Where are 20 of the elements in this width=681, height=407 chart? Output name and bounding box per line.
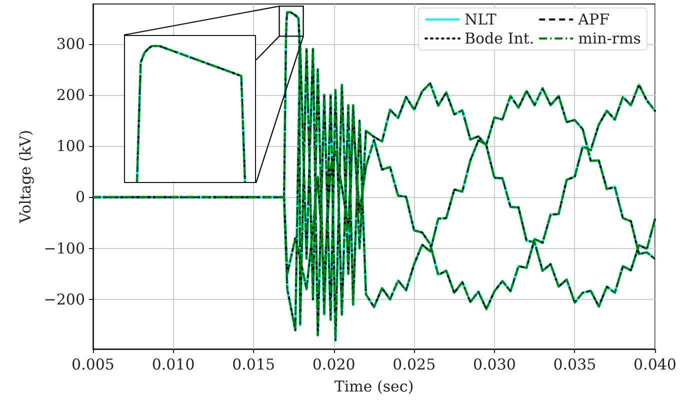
x-tick-label: 0.015 bbox=[232, 356, 276, 374]
x-tick-label: 0.030 bbox=[472, 356, 516, 374]
x-tick-label: 0.035 bbox=[553, 356, 596, 374]
x-tick-label: 0.010 bbox=[152, 356, 195, 374]
y-tick-label: −100 bbox=[44, 239, 85, 258]
legend-label: Bode Int. bbox=[464, 30, 534, 48]
y-tick-label: −200 bbox=[44, 290, 85, 308]
x-axis-title: Time (sec) bbox=[334, 378, 414, 396]
legend-label: APF bbox=[577, 10, 610, 28]
y-tick-label: 0 bbox=[75, 188, 85, 206]
legend-label: min-rms bbox=[578, 30, 641, 48]
y-axis-title: Voltage (kV) bbox=[16, 130, 34, 224]
y-tick-label: 200 bbox=[56, 86, 85, 104]
x-tick-label: 0.005 bbox=[72, 356, 114, 374]
x-tick-label: 0.040 bbox=[634, 356, 676, 374]
y-tick-label: 300 bbox=[56, 34, 85, 53]
legend-label: NLT bbox=[464, 10, 496, 28]
x-tick-label: 0.025 bbox=[392, 356, 436, 374]
y-tick-label: 100 bbox=[56, 137, 85, 156]
x-tick-label: 0.020 bbox=[312, 356, 356, 374]
